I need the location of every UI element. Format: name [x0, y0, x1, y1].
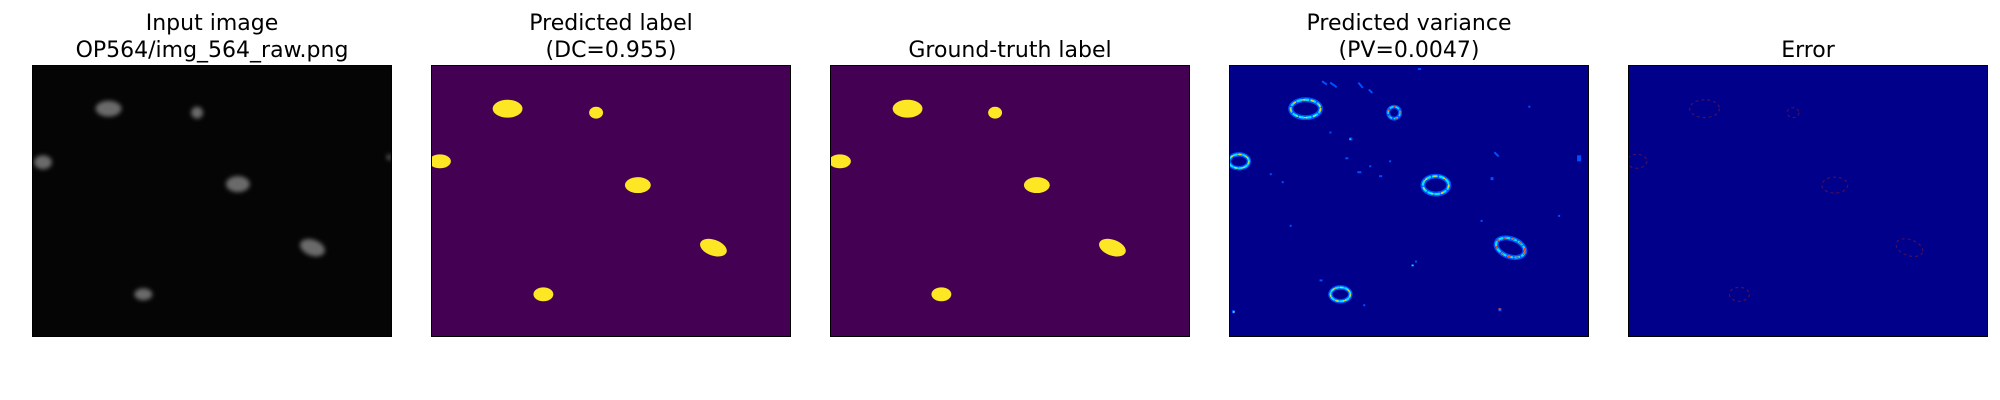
- variance-ring: [1386, 104, 1403, 121]
- variance-ring: [1288, 97, 1323, 121]
- error-canvas: [1629, 66, 1987, 336]
- label-region: [589, 106, 604, 119]
- panel-title-line2: (PV=0.0047): [1338, 38, 1480, 63]
- variance-ring: [1328, 285, 1353, 304]
- error-background: [1629, 66, 1987, 336]
- label-region: [931, 287, 952, 302]
- label-region: [892, 99, 923, 118]
- label-background: [432, 66, 790, 336]
- error-outline: [1786, 107, 1800, 119]
- variance-background: [1230, 66, 1588, 336]
- error-outline: [1821, 176, 1849, 194]
- panel-title-line1: Error: [1781, 38, 1835, 63]
- panel-title: Ground-truth label: [790, 8, 1230, 64]
- panel-title-line1: Input image: [145, 11, 279, 36]
- panel-title: Predicted variance (PV=0.0047): [1189, 8, 1629, 64]
- label-region: [1099, 238, 1126, 257]
- input-background: [33, 66, 391, 336]
- variance-ring: [1493, 235, 1528, 260]
- predicted-variance-canvas: [1230, 66, 1588, 336]
- label-region: [700, 238, 727, 257]
- panel-title-line2: (DC=0.955): [545, 38, 677, 63]
- input-nucleus: [134, 288, 153, 301]
- label-region: [624, 177, 651, 194]
- panel-predicted-variance: Predicted variance (PV=0.0047): [1229, 0, 1589, 400]
- input-nucleus: [191, 106, 204, 119]
- input-nucleus: [387, 154, 391, 161]
- panel-title-line2: OP564/img_564_raw.png: [75, 38, 349, 63]
- input-nucleus: [95, 100, 122, 117]
- input-nucleus: [299, 238, 325, 257]
- label-region: [432, 154, 451, 169]
- label-region: [533, 287, 554, 302]
- panel-ground-truth-label: Ground-truth label: [830, 0, 1190, 400]
- label-region: [988, 106, 1003, 119]
- panel-predicted-label: Predicted label (DC=0.955): [431, 0, 791, 400]
- panel-title-line1: Ground-truth label: [908, 38, 1112, 63]
- input-image: [32, 65, 392, 337]
- panel-title-line1: Predicted variance: [1306, 11, 1512, 36]
- input-nucleus: [225, 176, 250, 193]
- error-outline: [1728, 286, 1750, 302]
- panel-title-line1: Predicted label: [529, 11, 693, 36]
- predicted-label-canvas: [432, 66, 790, 336]
- panel-title: Input image OP564/img_564_raw.png: [0, 8, 432, 64]
- error-image: [1628, 65, 1988, 337]
- variance-ring: [1230, 152, 1252, 171]
- ground-truth-label-canvas: [831, 66, 1189, 336]
- panel-title: Predicted label (DC=0.955): [391, 8, 831, 64]
- variance-ring: [1420, 173, 1452, 197]
- panel-title: Error: [1588, 8, 2000, 64]
- error-outline: [1689, 99, 1721, 119]
- ground-truth-label-image: [830, 65, 1190, 337]
- label-background: [831, 66, 1189, 336]
- label-region: [831, 154, 851, 169]
- label-region: [492, 99, 523, 118]
- input-image-canvas: [33, 66, 391, 336]
- input-nucleus: [33, 155, 52, 170]
- panel-error: Error: [1628, 0, 1988, 400]
- predicted-variance-image: [1229, 65, 1589, 337]
- predicted-label-image: [431, 65, 791, 337]
- variance-hotspots: [1232, 138, 1501, 313]
- panel-input-image: Input image OP564/img_564_raw.png: [32, 0, 392, 400]
- label-region: [1023, 177, 1050, 194]
